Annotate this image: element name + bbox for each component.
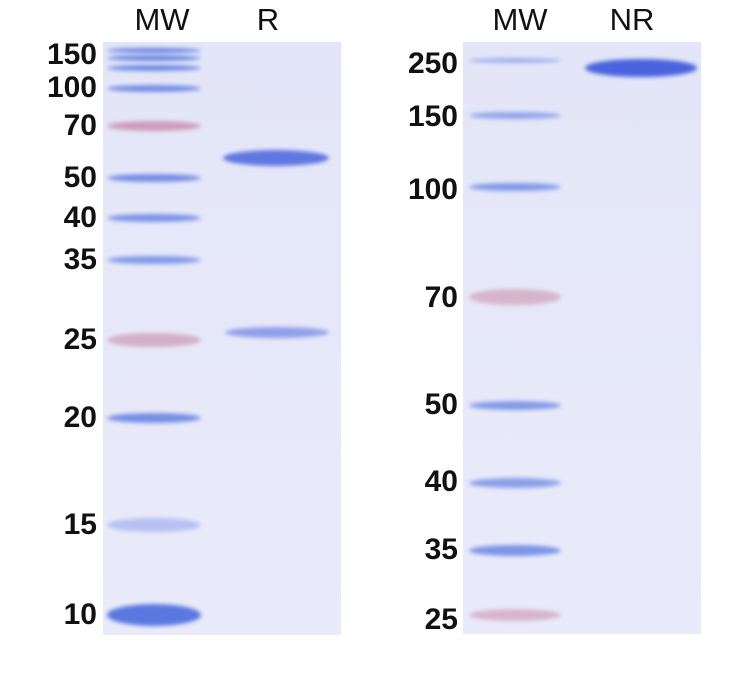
marker-label-100: 100 [46, 71, 97, 104]
marker-band [469, 183, 561, 191]
sample-band-nr [585, 59, 697, 77]
marker-band [107, 604, 201, 626]
marker-band [107, 256, 201, 264]
marker-band [107, 214, 201, 222]
marker-label-150: 150 [407, 100, 458, 133]
marker-label-25: 25 [63, 323, 97, 356]
sample-band-r-heavy-chain [223, 150, 329, 166]
marker-label-35: 35 [63, 243, 97, 276]
marker-band [469, 609, 561, 621]
marker-band [469, 111, 561, 119]
marker-label-15: 15 [63, 508, 97, 541]
marker-label-25: 25 [424, 603, 458, 636]
marker-label-70: 70 [63, 109, 97, 142]
marker-band [107, 84, 201, 92]
lane-header-mw-left: MW [134, 2, 190, 37]
marker-band [469, 289, 561, 305]
marker-band [469, 478, 561, 488]
marker-band [107, 55, 201, 61]
marker-label-10: 10 [63, 598, 97, 631]
marker-label-100: 100 [407, 173, 458, 206]
marker-band [469, 57, 561, 63]
marker-label-35: 35 [424, 533, 458, 566]
marker-band [107, 47, 201, 53]
gel-right [463, 42, 701, 634]
gel-left [103, 42, 341, 635]
lane-header-r: R [256, 2, 280, 37]
marker-label-70: 70 [424, 281, 458, 314]
marker-band [107, 333, 201, 347]
sample-band-r-light-chain [225, 326, 329, 338]
marker-label-40: 40 [424, 465, 458, 498]
marker-band [107, 518, 201, 532]
marker-label-40: 40 [63, 201, 97, 234]
marker-label-50: 50 [424, 388, 458, 421]
lane-header-mw-right: MW [492, 2, 548, 37]
marker-band [469, 400, 561, 410]
marker-label-150: 150 [46, 38, 97, 71]
marker-band [469, 544, 561, 556]
marker-band [107, 65, 201, 71]
marker-label-50: 50 [63, 161, 97, 194]
marker-band [107, 174, 201, 182]
lane-header-nr: NR [609, 2, 655, 37]
marker-label-250: 250 [407, 47, 458, 80]
marker-band [107, 121, 201, 131]
marker-label-20: 20 [63, 401, 97, 434]
marker-band [107, 413, 201, 423]
